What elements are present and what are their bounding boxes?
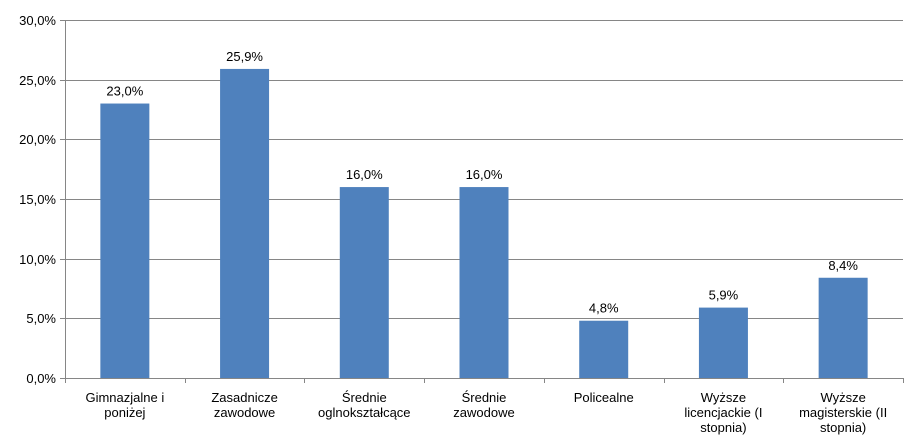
bar <box>100 103 150 379</box>
y-tick-label: 15,0% <box>19 192 56 207</box>
x-category-label: Średnie zawodowe <box>453 390 514 420</box>
data-label: 16,0% <box>346 167 383 182</box>
data-labels: 23,0% 25,9% 16,0% 16,0% 4,8% 5,9% 8,4% <box>106 49 858 316</box>
y-tick-label: 25,0% <box>19 73 56 88</box>
x-category-label-line: magisterskie (II <box>799 405 887 420</box>
data-label: 4,8% <box>589 301 619 316</box>
x-category-label-line: Wyższe <box>820 390 865 405</box>
x-category-label-line: Średnie <box>342 390 387 405</box>
x-category-label-line: Gimnazjalne i <box>85 390 164 405</box>
y-tick-label: 30,0% <box>19 13 56 28</box>
x-category-label-line: licencjackie (I <box>684 405 762 420</box>
x-category-label-line: poniżej <box>104 405 145 420</box>
x-category-label-line: zawodowe <box>453 405 514 420</box>
x-category-label-line: oglnokształcące <box>318 405 411 420</box>
data-label: 25,9% <box>226 49 263 64</box>
y-tick-label: 20,0% <box>19 132 56 147</box>
x-category-label: Wyższe magisterskie (II stopnia) <box>799 390 887 435</box>
bar <box>220 68 270 378</box>
x-category-label-line: Średnie <box>462 390 507 405</box>
x-category-label: Wyższe licencjackie (I stopnia) <box>684 390 762 435</box>
data-label: 5,9% <box>709 288 739 303</box>
bar <box>579 320 629 378</box>
y-tick-label: 10,0% <box>19 252 56 267</box>
x-category-label: Średnie oglnokształcące <box>318 390 411 420</box>
x-category-label-line: Wyższe <box>701 390 746 405</box>
bar <box>339 187 389 378</box>
x-category-label-line: Zasadnicze <box>211 390 277 405</box>
x-category-label-line: zawodowe <box>214 405 275 420</box>
x-category-label-line: Policealne <box>574 390 634 405</box>
x-category-label-line: stopnia) <box>700 420 746 435</box>
y-tick-labels: 0,0% 5,0% 10,0% 15,0% 20,0% 25,0% 30,0% <box>19 13 56 386</box>
y-tick-label: 0,0% <box>26 371 56 386</box>
x-category-label-line: stopnia) <box>820 420 866 435</box>
data-label: 8,4% <box>828 258 858 273</box>
y-tick-label: 5,0% <box>26 311 56 326</box>
bars <box>100 68 868 379</box>
data-label: 23,0% <box>106 84 143 99</box>
bar <box>459 187 509 378</box>
x-category-label: Gimnazjalne i poniżej <box>85 390 164 420</box>
axes <box>60 20 904 383</box>
x-category-label: Zasadnicze zawodowe <box>211 390 277 420</box>
bar <box>698 307 748 378</box>
bar <box>818 277 868 378</box>
x-category-label: Policealne <box>574 390 634 405</box>
data-label: 16,0% <box>466 167 503 182</box>
